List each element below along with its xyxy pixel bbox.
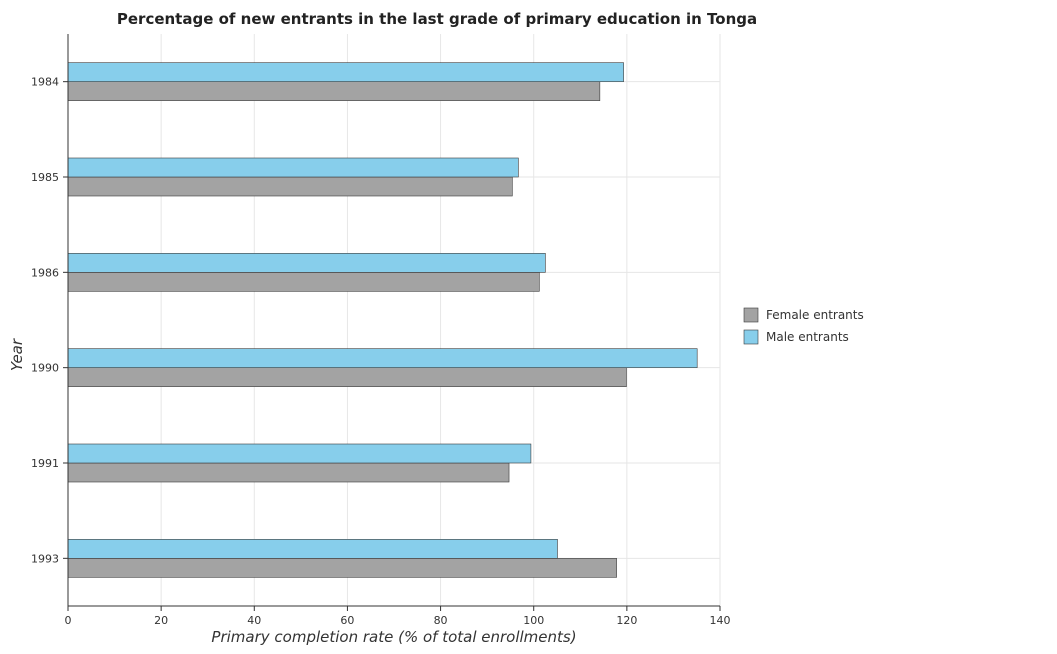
x-tick-label: 20 [154, 614, 168, 627]
legend-label-male: Male entrants [766, 330, 849, 344]
bar-male-1990 [67, 348, 698, 368]
x-axis-label: Primary completion rate (% of total enro… [211, 628, 576, 646]
x-tick-label: 0 [65, 614, 72, 627]
legend-swatch-male [743, 329, 759, 345]
bar-female-1986 [67, 272, 540, 292]
x-tick-label: 100 [523, 614, 544, 627]
bar-male-1993 [67, 539, 558, 559]
bar-male-1986 [67, 253, 546, 273]
bars [67, 62, 698, 578]
x-tick-label: 120 [616, 614, 637, 627]
bar-female-1993 [67, 558, 617, 578]
x-tick-label: 60 [340, 614, 354, 627]
y-axis-label: Year [8, 338, 26, 371]
y-tick-label: 1993 [31, 552, 59, 565]
bar-female-1990 [67, 367, 627, 387]
bar-male-1985 [67, 157, 519, 178]
axes: 0 20 40 60 80 100 120 140 1984 1985 1986 1990 1991 19… [31, 34, 731, 627]
y-tick-label: 1984 [31, 76, 59, 89]
x-tick-label: 80 [434, 614, 448, 627]
y-tick-label: 1985 [31, 171, 59, 184]
bar-female-1984 [67, 81, 601, 101]
x-tick-label: 40 [247, 614, 261, 627]
bar-female-1985 [67, 176, 513, 197]
legend: Female entrants Male entrants [743, 307, 864, 345]
y-tick-label: 1986 [31, 266, 59, 279]
bar-male-1984 [67, 62, 624, 82]
chart-title: Percentage of new entrants in the last g… [117, 10, 757, 28]
y-tick-label: 1991 [31, 457, 59, 470]
grid [67, 34, 721, 606]
bar-female-1991 [67, 462, 510, 483]
legend-swatch-female [743, 307, 759, 323]
x-tick-label: 140 [710, 614, 731, 627]
y-tick-label: 1990 [31, 362, 59, 375]
bar-male-1991 [67, 443, 532, 464]
legend-label-female: Female entrants [766, 308, 864, 322]
